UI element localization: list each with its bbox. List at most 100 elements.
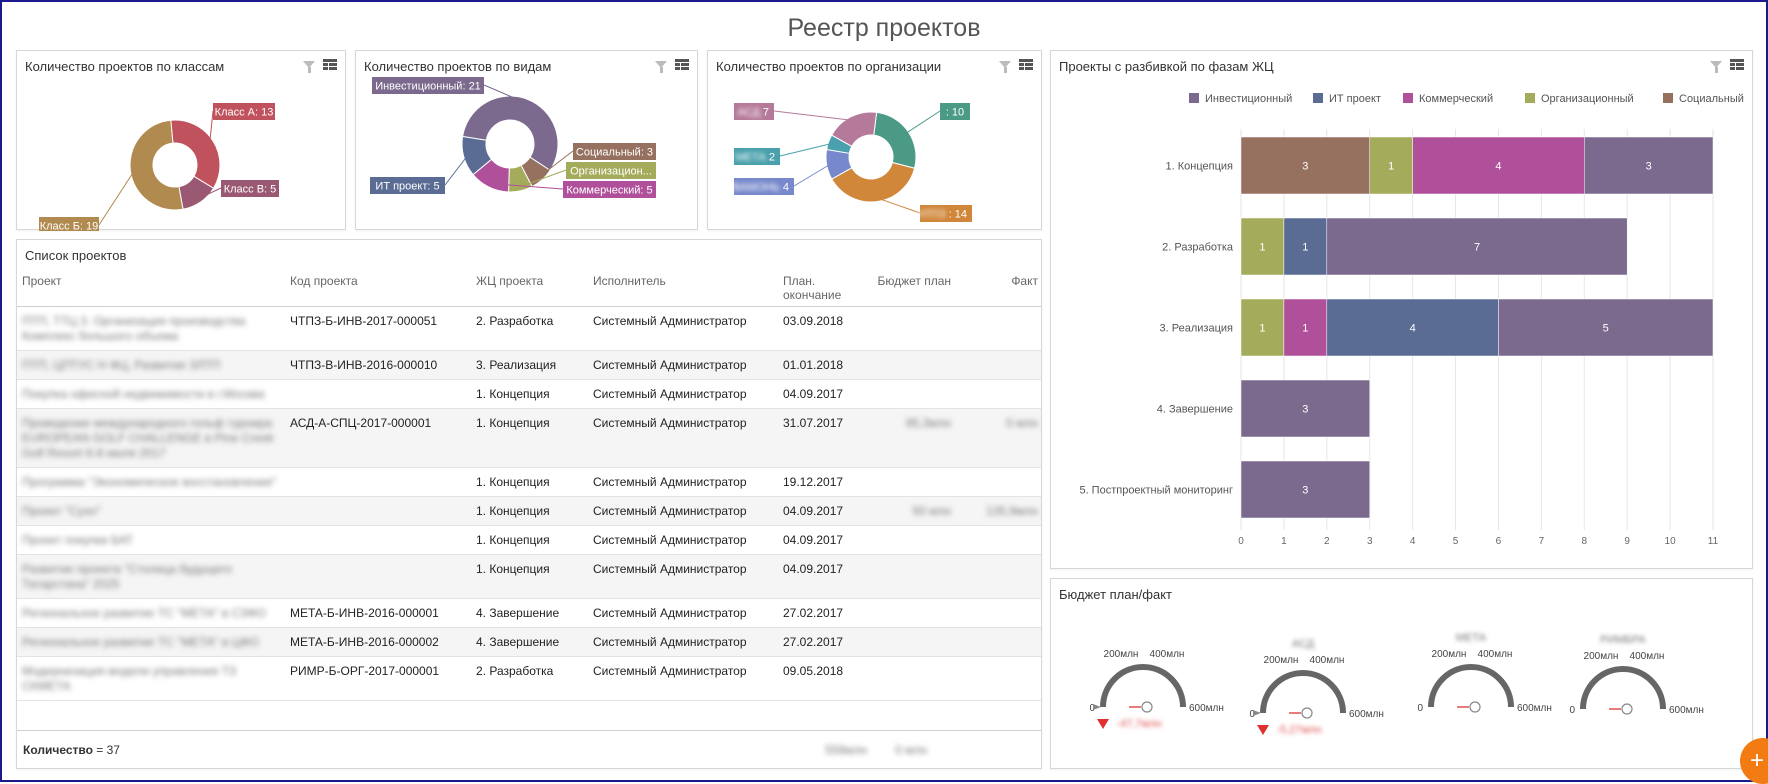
legend-item[interactable]: ИТ проект: [1313, 93, 1381, 105]
bar-segment[interactable]: 7: [1326, 217, 1628, 276]
bar-value-label: 1: [1388, 161, 1394, 173]
filter-icon[interactable]: [1710, 61, 1722, 73]
table-row[interactable]: Покупка офисной недвижимости в г.Москва 1…: [17, 379, 1041, 409]
legend-item[interactable]: Социальный: [1663, 93, 1744, 105]
legend-item[interactable]: Инвестиционный: [1189, 93, 1292, 105]
donut-slice[interactable]: [462, 95, 559, 172]
x-tick-label: 3: [1367, 536, 1373, 547]
bar-value-label: 5: [1603, 323, 1609, 335]
budget-gauge[interactable]: АСД 0 200млн 400млн 600млн -5,27млн: [1249, 638, 1383, 736]
table-row[interactable]: Развитие проекта "Столица будущего Татар…: [17, 554, 1041, 599]
gauge-title: АСД: [1292, 638, 1315, 650]
svg-text:Класс А: 13: Класс А: 13: [215, 107, 274, 119]
gauge-tick-label: 0: [1089, 703, 1095, 714]
panel-phases-title: Проекты с разбивкой по фазам ЖЦ: [1059, 59, 1274, 74]
gauge-pivot: [1141, 701, 1153, 713]
svg-text:АСД 7: АСД 7: [738, 107, 769, 119]
col-owner-cell: Системный Администратор: [593, 358, 747, 372]
budget-gauge[interactable]: МЕТА 0 200млн 400млн 600млн: [1417, 632, 1551, 714]
filter-icon[interactable]: [303, 61, 315, 73]
donut-slice[interactable]: [129, 119, 184, 211]
bar-segment[interactable]: 4: [1326, 298, 1499, 357]
filter-icon[interactable]: [655, 61, 667, 73]
bar-segment[interactable]: 3: [1240, 379, 1370, 438]
slice-label: : 10: [940, 103, 970, 120]
legend-item[interactable]: Коммерческий: [1403, 93, 1493, 105]
col-code-cell: МЕТА-Б-ИНВ-2016-000002: [290, 635, 439, 649]
col-phase-cell: 4. Завершение: [476, 606, 560, 620]
classes-donut-chart: Класс А: 13 Класс В: 5 Класс Б: 19: [39, 103, 279, 231]
x-tick-label: 5: [1453, 536, 1459, 547]
col-date-cell: 04.09.2017: [783, 562, 844, 576]
col-date-cell: 27.02.2017: [783, 606, 844, 620]
bar-segment[interactable]: 1: [1240, 217, 1285, 276]
col-owner-header[interactable]: Исполнитель: [588, 266, 778, 307]
filter-icon[interactable]: [999, 61, 1011, 73]
table-row[interactable]: Региональное развитие ТС "МЕТА" в ЦФО МЕТ…: [17, 627, 1041, 657]
panel-types: Количество проектов по видам Инвестицион…: [355, 50, 698, 230]
gauge-tick-label: 200млн: [1104, 649, 1139, 660]
donut-slice[interactable]: [831, 161, 916, 203]
col-project-cell: ПТП, ЦПТУС Н ФЦ, Развитие ЗЛТП: [22, 358, 221, 372]
col-owner-cell: Системный Администратор: [593, 562, 747, 576]
bar-segment[interactable]: 1: [1283, 298, 1328, 357]
bar-segment[interactable]: 1: [1283, 217, 1328, 276]
col-phase-cell: 1. Концепция: [476, 504, 550, 518]
table-row[interactable]: Проведение международного гольф турнира …: [17, 408, 1041, 468]
col-project-header[interactable]: Проект: [17, 266, 285, 307]
bar-segment[interactable]: 3: [1240, 460, 1370, 519]
label-leader: [779, 142, 833, 157]
donut-slice[interactable]: [461, 135, 493, 176]
budget-gauge[interactable]: 0 200млн 400млн 600млн -47,7млн: [1089, 649, 1223, 730]
col-phase-header[interactable]: ЖЦ проекта: [471, 266, 588, 307]
donut-slice[interactable]: [170, 119, 221, 189]
slice-label: ИТ проект: 5: [370, 177, 445, 194]
col-plan-cell: 95,3млн: [905, 416, 951, 430]
col-phase-cell: 4. Завершение: [476, 635, 560, 649]
gauge-title: МЕТА: [1456, 632, 1487, 644]
col-plan-header[interactable]: Бюджет план: [868, 266, 956, 307]
grid-icon[interactable]: [1019, 59, 1033, 71]
gauge-tick-label: 0: [1417, 703, 1423, 714]
table-row[interactable]: ПТП, ЦПТУС Н ФЦ, Развитие ЗЛТП ЧТПЗ-В-ИНВ…: [17, 350, 1041, 380]
table-row[interactable]: Проект покупки БАТ 1. Концепция Системный …: [17, 525, 1041, 555]
gauge-tick-label: 0: [1569, 705, 1575, 716]
svg-text:Инвестиционный: 21: Инвестиционный: 21: [375, 81, 481, 93]
col-code-header[interactable]: Код проекта: [285, 266, 471, 307]
col-project-cell: Проект "Сухо": [22, 504, 101, 518]
gauge-arc: [1260, 670, 1346, 714]
bar-segment[interactable]: 1: [1369, 136, 1413, 195]
add-fab-button[interactable]: +: [1740, 738, 1768, 784]
bar-segment[interactable]: 1: [1240, 298, 1285, 357]
table-row[interactable]: Программа "Экономическое восстановление"…: [17, 467, 1041, 497]
table-row[interactable]: Проект "Сухо" 1. Концепция Системный Админ…: [17, 496, 1041, 526]
table-row[interactable]: Модернизация модели управления ТЗ СКМЕТА…: [17, 656, 1041, 701]
col-owner-cell: Системный Администратор: [593, 475, 747, 489]
col-phase-cell: 1. Концепция: [476, 416, 550, 430]
panel-project-list: Список проектов Проект Код проекта ЖЦ прое…: [16, 239, 1042, 769]
col-fact-header[interactable]: Факт: [956, 266, 1041, 307]
legend-item[interactable]: Организационный: [1525, 93, 1634, 105]
table-row[interactable]: Региональное развитие ТС "МЕТА" в СЗФО МЕ…: [17, 598, 1041, 628]
gauge-pivot: [1621, 703, 1633, 715]
grid-icon[interactable]: [1730, 59, 1744, 71]
bar-segment[interactable]: 3: [1240, 136, 1370, 195]
negative-indicator-icon: [1257, 725, 1269, 735]
label-leader: [490, 183, 564, 190]
bar-segment[interactable]: 5: [1498, 298, 1714, 357]
donut-slice[interactable]: [873, 111, 917, 169]
col-code-cell: РИМР-Б-ОРГ-2017-000001: [290, 664, 440, 678]
svg-text:Коммерческий: Коммерческий: [1419, 93, 1493, 105]
bar-segment[interactable]: 4: [1412, 136, 1585, 195]
col-owner-cell: Системный Администратор: [593, 416, 747, 430]
budget-gauge[interactable]: РИМБРА 0 200млн 400млн 600млн: [1569, 634, 1703, 716]
col-code-cell: МЕТА-Б-ИНВ-2016-000001: [290, 606, 439, 620]
donut-slice[interactable]: [830, 111, 878, 147]
bar-segment[interactable]: 3: [1584, 136, 1714, 195]
table-row[interactable]: ПТП, ТТЦ 3. Организация производства Ком…: [17, 306, 1041, 351]
grid-icon[interactable]: [675, 59, 689, 71]
gauge-arc: [1428, 664, 1514, 708]
bar-value-label: 7: [1474, 242, 1480, 254]
grid-icon[interactable]: [323, 59, 337, 71]
col-date-header[interactable]: План. окончание: [778, 266, 868, 307]
